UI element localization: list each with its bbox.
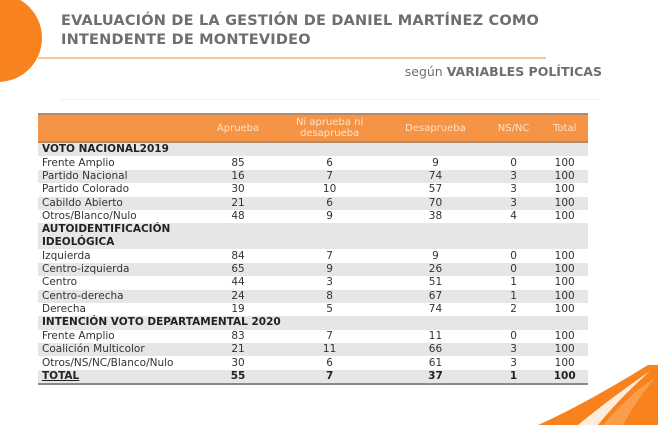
table-row: Otros/Blanco/Nulo 48 9 38 4 100	[38, 209, 588, 224]
table-row: Centro 44 3 51 1 100	[38, 276, 588, 290]
section-header-intencion-voto: INTENCIÓN VOTO DEPARTAMENTAL 2020	[38, 316, 588, 330]
subtitle-prefix: según	[404, 64, 443, 79]
column-header-category	[38, 113, 202, 143]
column-header-aprueba: Aprueba	[202, 113, 275, 143]
column-header-desaprueba: Desaprueba	[385, 113, 486, 143]
table-header-row: Aprueba Ni aprueba ni desaprueba Desaprue…	[38, 113, 588, 143]
column-header-nsnc: NS/NC	[485, 113, 542, 143]
column-header-ni-aprueba-ni-desaprueba: Ni aprueba ni desaprueba	[274, 113, 386, 143]
table-total-row: TOTAL 55 7 37 1 100	[38, 369, 588, 386]
table-row: Cabildo Abierto 21 6 70 3 100	[38, 196, 588, 210]
table-row: Centro-derecha 24 8 67 1 100	[38, 289, 588, 303]
table-row: Frente Amplio 85 6 9 0 100	[38, 156, 588, 170]
table-row: Coalición Multicolor 21 11 66 3 100	[38, 343, 588, 357]
title-line-1: EVALUACIÓN DE LA GESTIÓN DE DANIEL MARTÍ…	[61, 13, 540, 29]
section-header-autoidentificacion: AUTOIDENTIFICACIÓN IDEOLÓGICA	[38, 223, 588, 250]
title-divider	[38, 57, 546, 59]
table-row: Frente Amplio 83 7 11 0 100	[38, 329, 588, 344]
table-row: Derecha 19 5 74 2 100	[38, 302, 588, 317]
table-row: Partido Colorado 30 10 57 3 100	[38, 183, 588, 197]
page-title: EVALUACIÓN DE LA GESTIÓN DE DANIEL MARTÍ…	[61, 12, 539, 50]
decorative-orange-swoosh	[538, 365, 658, 425]
table-row: Centro-izquierda 65 9 26 0 100	[38, 262, 588, 277]
table-row: Partido Nacional 16 7 74 3 100	[38, 169, 588, 184]
subtitle-divider	[60, 99, 600, 100]
title-line-2: INTENDENTE DE MONTEVIDEO	[61, 32, 311, 48]
section-header-voto-nacional: VOTO NACIONAL2019	[38, 142, 588, 157]
column-header-total: Total	[541, 113, 588, 143]
subtitle-emphasis: VARIABLES POLÍTICAS	[446, 64, 602, 79]
table-row: Izquierda 84 7 9 0 100	[38, 249, 588, 263]
decorative-orange-circle	[0, 0, 42, 82]
evaluation-table: Aprueba Ni aprueba ni desaprueba Desaprue…	[38, 113, 588, 386]
table-row: Otros/NS/NC/Blanco/Nulo 30 6 61 3 100	[38, 356, 588, 370]
page-subtitle: según VARIABLES POLÍTICAS	[405, 64, 602, 79]
